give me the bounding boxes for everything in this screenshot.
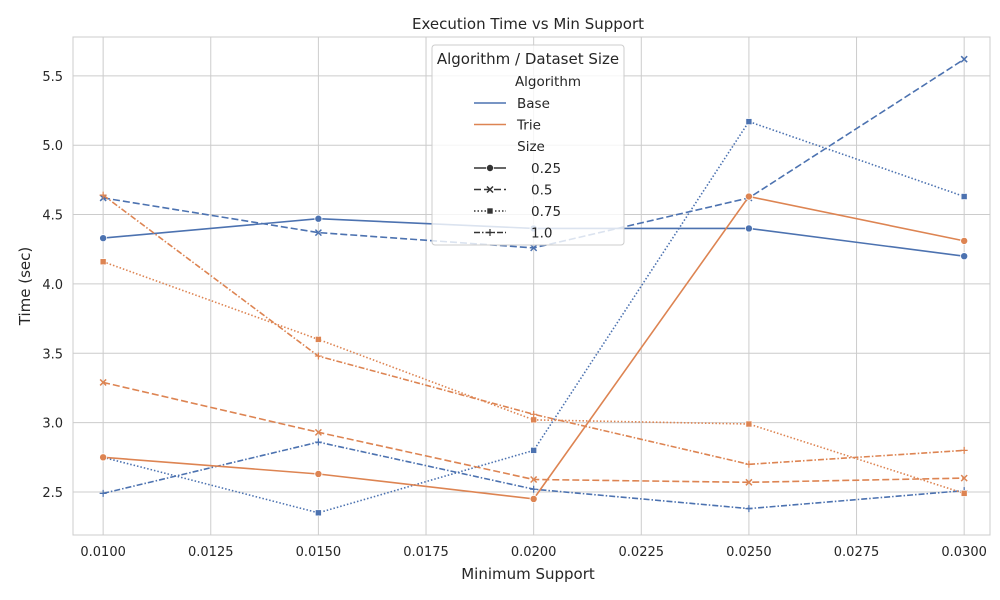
- series-trie-0-25-point: [99, 453, 108, 462]
- series-trie-0-75-point: [315, 336, 322, 343]
- series-trie-1-0: [99, 191, 968, 468]
- series-trie-0-75: [99, 258, 968, 497]
- series-trie-0-5-point: [530, 475, 538, 484]
- chart-title: Execution Time vs Min Support: [412, 15, 644, 33]
- series-base-0-75-point: [960, 193, 968, 200]
- series-base-0-25-point: [99, 234, 108, 243]
- series-layer: [99, 55, 969, 517]
- legend-hue-label: Base: [517, 96, 550, 112]
- series-trie-0-25-point: [314, 469, 323, 478]
- legend-hue-label: Trie: [516, 118, 541, 134]
- x-tick-label: 0.0200: [511, 545, 557, 560]
- legend-items: Base Trie 0.25 0.5 0.75 1.0: [474, 96, 561, 242]
- series-trie-0-25-point: [529, 494, 538, 503]
- series-trie-1-0-point: [745, 460, 753, 468]
- series-base-0-75-point: [315, 509, 322, 517]
- series-trie-0-75-point: [99, 258, 107, 266]
- series-trie-0-5: [99, 378, 968, 486]
- x-tick-label: 0.0150: [296, 545, 342, 560]
- y-tick-label: 5.0: [42, 139, 63, 154]
- legend-style-label: 1.0: [531, 226, 552, 242]
- x-tick-label: 0.0225: [619, 545, 665, 560]
- legend-style-marker: [486, 185, 494, 194]
- legend-style-marker: [486, 207, 494, 215]
- series-trie-0-5-point: [314, 428, 322, 436]
- x-tick-label: 0.0275: [834, 545, 880, 560]
- series-trie-1-0-point: [99, 191, 107, 199]
- series-base-1-0-point: [99, 489, 107, 497]
- x-tick-label: 0.0100: [80, 545, 126, 560]
- y-axis-label: Time (sec): [16, 247, 34, 326]
- plot-frame: [72, 36, 991, 536]
- legend-style-label: 0.75: [531, 204, 561, 220]
- series-trie-1-0-point: [960, 446, 968, 454]
- axis-layer: 0.0100 0.0125 0.0150 0.0175 0.0200 0.0225 0.02…: [42, 70, 987, 560]
- legend-style-marker: [485, 163, 494, 172]
- legend-style-label: 0.25: [531, 161, 561, 177]
- series-trie-0-25-point: [744, 192, 753, 201]
- series-trie-0-25: [99, 192, 969, 503]
- x-tick-label: 0.0250: [726, 545, 772, 560]
- series-trie-1-0-point: [530, 410, 538, 418]
- series-trie-1-0-point: [314, 352, 322, 360]
- legend-hue-title: Algorithm: [515, 74, 581, 90]
- series-trie-0-5-point: [960, 474, 968, 482]
- legend-box: [431, 44, 625, 246]
- series-base-1-0-point: [314, 438, 322, 446]
- y-tick-label: 3.0: [42, 417, 63, 432]
- series-trie-0-75-point: [960, 490, 968, 497]
- y-tick-label: 4.0: [42, 278, 63, 293]
- series-base-0-5-point: [960, 55, 968, 63]
- legend-title: Algorithm / Dataset Size: [437, 50, 619, 68]
- legend-style-title: Size: [517, 139, 545, 155]
- series-base-0-25-point: [744, 224, 753, 233]
- legend-style-label: 0.5: [531, 183, 552, 199]
- x-axis-label: Minimum Support: [461, 565, 595, 583]
- series-base-1-0-point: [745, 505, 753, 513]
- series-base-0-75-point: [530, 447, 537, 454]
- series-trie-0-5-point: [99, 378, 107, 386]
- x-tick-label: 0.0300: [941, 545, 987, 560]
- series-base-0-5-point: [314, 229, 322, 237]
- legend: Algorithm / Dataset Size Algorithm Base T…: [431, 44, 625, 246]
- series-trie-0-75-point: [745, 420, 753, 428]
- x-tick-label: 0.0175: [403, 545, 449, 560]
- x-tick-label: 0.0125: [188, 545, 234, 560]
- y-tick-label: 4.5: [42, 209, 63, 224]
- series-base-0-5-point: [530, 244, 538, 252]
- y-tick-label: 3.5: [42, 347, 63, 362]
- y-tick-label: 5.5: [42, 70, 63, 85]
- y-tick-label: 2.5: [42, 486, 63, 501]
- series-base-0-75-point: [745, 118, 753, 125]
- series-trie-0-5-point: [745, 478, 753, 486]
- series-base-0-25-point: [314, 214, 323, 223]
- series-base-1-0-point: [530, 485, 538, 493]
- series-base-0-75-line: [102, 120, 965, 514]
- series-trie-0-25-point: [960, 236, 969, 245]
- series-base-0-25-point: [960, 252, 969, 261]
- legend-style-marker: [486, 229, 494, 236]
